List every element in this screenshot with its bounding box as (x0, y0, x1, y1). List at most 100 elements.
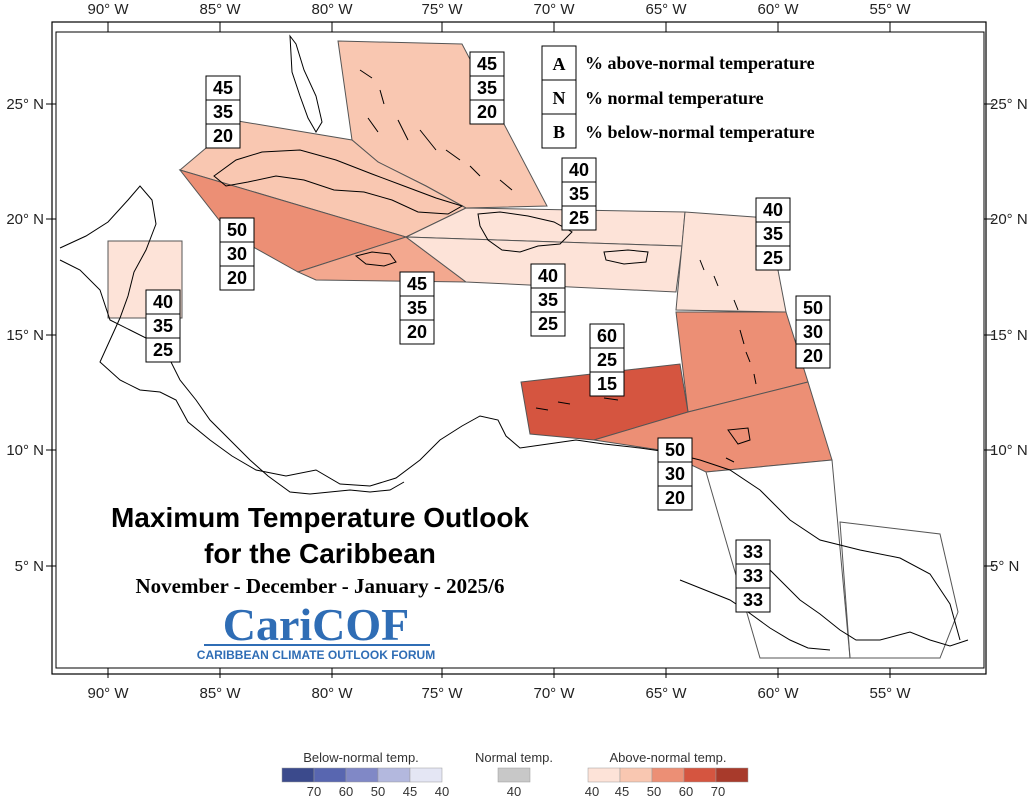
prob-value: 25 (763, 248, 783, 268)
prob-box (530, 263, 566, 289)
prob-value: 20 (213, 126, 233, 146)
latitude-ticks: 25° N 25° N 20° N 20° N 15° N 15° N 10° N 10° N… (6, 96, 1027, 575)
colorbar-swatch (281, 767, 315, 783)
cuba-coast (213, 149, 464, 215)
prob-value: 33 (743, 590, 763, 610)
jamaica-coast (354, 251, 397, 267)
prob-box (469, 51, 505, 77)
prob-value: 50 (227, 220, 247, 240)
prob-box (205, 123, 241, 149)
colorbar-normal-title: Normal temp. (475, 750, 553, 765)
lon-tick-label: 80° W (311, 685, 353, 702)
prob-value: 40 (538, 266, 558, 286)
prob-value: 30 (665, 464, 685, 484)
legend-letter: B (553, 122, 565, 142)
prob-box (795, 295, 831, 321)
lat-tick-label: 10° N (6, 442, 44, 459)
prob-value: 25 (569, 208, 589, 228)
colorbar-label: 50 (371, 784, 385, 796)
prob-box (795, 343, 831, 369)
prob-value: 35 (407, 298, 427, 318)
prob-value: 35 (213, 102, 233, 122)
lon-tick-label: 85° W (199, 1, 241, 18)
colorbar-swatch (683, 767, 717, 783)
prob-box (561, 157, 597, 183)
logo-subtitle: CARIBBEAN CLIMATE OUTLOOK FORUM (197, 648, 435, 662)
legend-letter: N (553, 88, 566, 108)
legend-letter: A (553, 54, 566, 74)
lat-tick-label: 20° N (6, 211, 44, 228)
prob-box (589, 371, 625, 397)
florida-coast (289, 34, 323, 133)
lat-tick-label: 20° N (990, 211, 1028, 228)
prob-box (219, 217, 255, 243)
colorbar-label: 45 (615, 784, 629, 796)
prob-box (589, 347, 625, 373)
prob-value: 25 (538, 314, 558, 334)
prob-box (530, 311, 566, 337)
central-america-coast (59, 259, 405, 495)
prob-box (735, 587, 771, 613)
colorbar-above: 40 45 50 60 70 (585, 767, 749, 796)
lat-tick-label: 25° N (990, 96, 1028, 113)
prob-box (469, 99, 505, 125)
lon-tick-label: 75° W (421, 1, 463, 18)
logo-wordmark: CariCOF (223, 599, 410, 650)
lesser-antilles (699, 259, 757, 463)
lat-tick-label: 10° N (990, 442, 1028, 459)
lon-tick-label: 60° W (757, 685, 799, 702)
lon-tick-label: 65° W (645, 1, 687, 18)
prob-value: 35 (153, 316, 173, 336)
lon-tick-label: 90° W (87, 685, 129, 702)
prob-value: 20 (665, 488, 685, 508)
prob-value: 40 (569, 160, 589, 180)
colorbar-label: 60 (339, 784, 353, 796)
colorbar-label: 50 (647, 784, 661, 796)
bahamas-islands (359, 69, 513, 191)
map-title-line2: for the Caribbean (204, 538, 436, 569)
caricof-logo: CariCOF CARIBBEAN CLIMATE OUTLOOK FORUM (197, 599, 435, 662)
prob-box (755, 221, 791, 247)
colorbar-label: 45 (403, 784, 417, 796)
prob-box (657, 437, 693, 463)
lon-tick-label: 60° W (757, 1, 799, 18)
colorbar-label: 70 (711, 784, 725, 796)
prob-value: 40 (153, 292, 173, 312)
lon-tick-label: 55° W (869, 1, 911, 18)
colorbar-swatch (715, 767, 749, 783)
prob-value: 50 (803, 298, 823, 318)
prob-value: 35 (538, 290, 558, 310)
legend-text: % normal temperature (585, 88, 764, 108)
prob-value: 35 (569, 184, 589, 204)
prob-box (755, 245, 791, 271)
probability-legend: A N B % above-normal temperature % norma… (541, 45, 815, 149)
color-scale: Below-normal temp. Normal temp. Above-no… (281, 750, 749, 796)
colorbar-swatch (313, 767, 347, 783)
colorbar-swatch (497, 767, 531, 783)
prob-value: 45 (407, 274, 427, 294)
prob-value: 50 (665, 440, 685, 460)
colorbar-swatch (345, 767, 379, 783)
hispaniola-coast (477, 211, 573, 253)
prob-value: 20 (407, 322, 427, 342)
venezuela-interior (679, 579, 831, 651)
lat-tick-label: 15° N (990, 327, 1028, 344)
prob-value: 30 (803, 322, 823, 342)
abc-islands (535, 397, 619, 411)
prob-box (205, 99, 241, 125)
map-period: November - December - January - 2025/6 (136, 574, 505, 598)
colorbar-normal: 40 (497, 767, 531, 796)
prob-value: 33 (743, 542, 763, 562)
prob-box (561, 181, 597, 207)
colorbar-below: 70 60 50 45 40 (281, 767, 449, 796)
legend-letter-box-n (541, 79, 577, 115)
lon-tick-label: 70° W (533, 685, 575, 702)
puerto-rico-coast (603, 249, 649, 265)
coastlines (59, 34, 969, 651)
lon-tick-label: 65° W (645, 685, 687, 702)
colorbar-below-title: Below-normal temp. (303, 750, 419, 765)
prob-box (145, 337, 181, 363)
lat-tick-label: 25° N (6, 96, 44, 113)
prob-box (205, 75, 241, 101)
